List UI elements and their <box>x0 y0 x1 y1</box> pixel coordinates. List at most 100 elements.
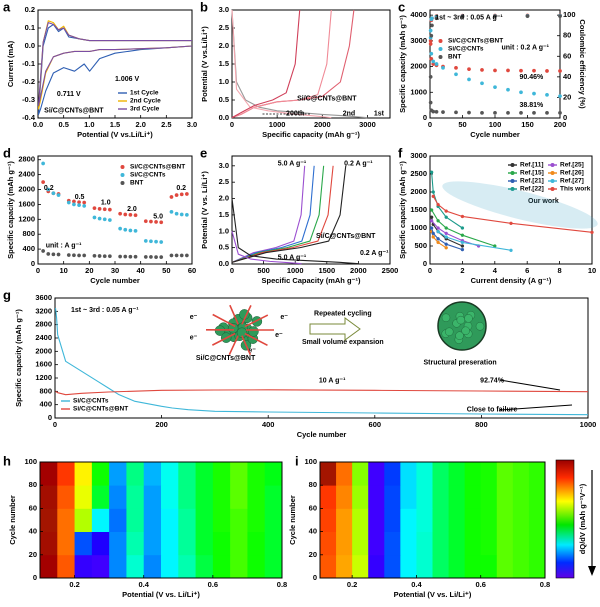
y-tick-label: 0.5 <box>219 95 229 104</box>
annotation: 5.0 <box>153 213 163 220</box>
heat-cell <box>212 485 231 509</box>
data-point <box>97 206 102 211</box>
panel-label: e <box>200 145 207 160</box>
y-tick-label: 0.0 <box>219 259 229 268</box>
legend-label: Ref.[27] <box>560 178 584 185</box>
annotation: Structural preseration <box>424 360 497 367</box>
data-point <box>434 16 439 21</box>
data-point <box>480 81 484 86</box>
x-tick-label: 1000 <box>269 120 286 129</box>
y-tick-label: 2.0 <box>219 41 229 50</box>
x-tick-label: 2.5 <box>161 120 171 129</box>
y-tick-label: 3200 <box>35 306 52 315</box>
heat-cell <box>368 508 385 532</box>
data-point <box>532 68 536 73</box>
data-point <box>56 252 61 257</box>
legend-label: Ref.[21] <box>520 178 544 185</box>
data-point <box>179 212 184 217</box>
data-point <box>429 51 434 56</box>
x-tick-label: 2000 <box>350 266 367 275</box>
data-point <box>429 170 434 174</box>
y-tick-label: 1.5 <box>219 210 229 219</box>
heat-cell <box>91 462 110 486</box>
heat-cell <box>480 508 498 532</box>
data-point <box>123 212 128 217</box>
data-point <box>436 226 440 230</box>
data-point <box>149 219 153 224</box>
heat-cell <box>528 485 546 509</box>
data-point <box>128 228 133 233</box>
heat-cell <box>230 508 248 532</box>
y-tick-label: 1600 <box>35 360 52 369</box>
legend-swatch <box>510 179 515 183</box>
data-point <box>72 202 76 207</box>
heat-cell <box>496 554 514 579</box>
data-point <box>159 240 164 244</box>
data-point <box>454 110 458 115</box>
y2-tick-label: 60 <box>563 51 571 60</box>
heat-cell <box>74 508 93 532</box>
y-tick-label: 0 <box>423 113 427 122</box>
y-tick-label: 60 <box>29 503 37 512</box>
data-point <box>434 62 439 66</box>
heat-cell <box>109 462 127 486</box>
data-point <box>460 244 465 248</box>
heat-cell <box>57 462 75 486</box>
x-tick-label: 500 <box>257 266 270 275</box>
y-tick-label: 500 <box>414 241 427 250</box>
decoration <box>227 322 239 334</box>
data-point <box>519 90 523 95</box>
y-tick-label: 1200 <box>35 373 52 382</box>
data-point <box>525 14 530 19</box>
annotation: e⁻ <box>248 348 256 355</box>
x-tick-label: 6 <box>525 266 529 275</box>
heat-cell <box>416 508 433 532</box>
colorbar-label: dQ/dV (mAh g⁻¹V⁻¹) <box>578 483 587 554</box>
y2-tick-label: 20 <box>563 92 571 101</box>
x-tick-label: 0 <box>36 266 40 275</box>
heat-cell <box>416 531 433 556</box>
series-line <box>54 307 589 416</box>
data-point <box>82 253 87 258</box>
heat-cell <box>57 485 75 509</box>
data-point <box>77 203 81 208</box>
heat-cell <box>448 508 466 532</box>
decoration <box>445 327 454 336</box>
data-point <box>493 14 497 19</box>
y-tick-label: 0.1 <box>25 23 35 32</box>
data-point <box>460 14 465 19</box>
heat-cell <box>178 485 196 509</box>
heat-cell <box>212 531 231 556</box>
y-tick-label: 1.5 <box>219 59 229 68</box>
y2-axis-label: Coulombic efficiency (%) <box>578 19 587 109</box>
y-tick-label: 1600 <box>18 199 35 208</box>
annotation: Si/C@CNTs@BNT <box>316 233 376 240</box>
data-point <box>467 67 471 72</box>
data-point <box>545 110 549 115</box>
x-tick-label: 2.0 <box>135 120 145 129</box>
heat-cell <box>464 531 482 556</box>
annotation: 0.2 <box>176 185 186 192</box>
x-tick-label: 60 <box>188 266 196 275</box>
data-point <box>431 231 435 236</box>
x-tick-label: 3000 <box>359 120 376 129</box>
y-axis-label: Current (mA) <box>6 40 15 87</box>
heat-cell <box>264 485 283 509</box>
heat-cell <box>496 462 514 486</box>
heat-cell <box>195 485 214 509</box>
y-tick-label: 2000 <box>18 185 35 194</box>
heat-cell <box>368 485 385 509</box>
data-point <box>107 218 112 222</box>
x-tick-label: 1000 <box>287 266 304 275</box>
heat-cell <box>230 462 248 486</box>
panel-label: c <box>398 0 405 14</box>
data-point <box>179 192 184 197</box>
heat-cell <box>416 554 433 579</box>
decoration <box>442 181 598 229</box>
heat-cell <box>143 531 162 556</box>
y2-tick-label: 100 <box>563 10 576 19</box>
decoration <box>309 317 361 341</box>
data-point <box>532 91 536 96</box>
y-tick-label: 800 <box>39 386 52 395</box>
x-tick-label: 8 <box>558 266 562 275</box>
